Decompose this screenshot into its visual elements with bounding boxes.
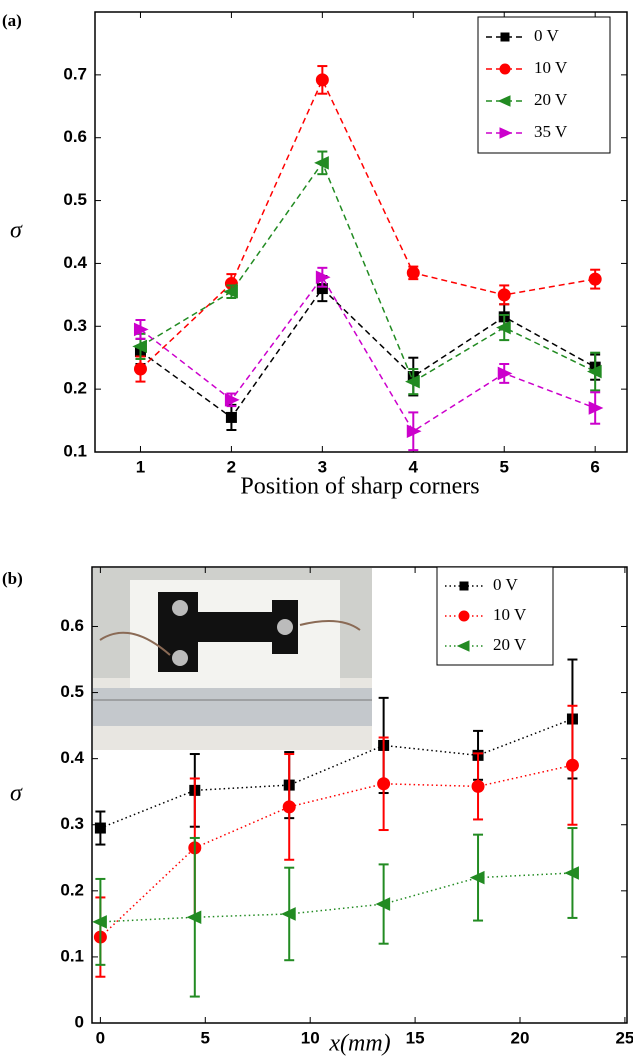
series-line xyxy=(139,78,596,370)
y-axis-label: σ xyxy=(10,781,23,807)
legend-box xyxy=(436,566,554,666)
data-point xyxy=(224,393,240,407)
data-point xyxy=(588,272,602,286)
legend-label: 0 V xyxy=(534,26,559,45)
y-tick-label: 0.6 xyxy=(63,127,87,146)
data-point xyxy=(133,322,149,337)
data-point xyxy=(565,758,579,772)
series-line xyxy=(140,275,596,433)
data-point xyxy=(223,284,238,299)
series-line xyxy=(100,718,573,829)
x-tick-label: 2 xyxy=(227,457,236,476)
data-point xyxy=(405,374,420,389)
data-point xyxy=(496,320,511,335)
data-point xyxy=(315,73,329,87)
y-tick-label: 0.1 xyxy=(63,441,87,460)
legend-marker xyxy=(497,95,511,107)
y-tick-label: 0.4 xyxy=(60,748,84,767)
y-tick-label: 0.1 xyxy=(60,946,84,965)
data-point xyxy=(588,401,604,415)
legend-label: 20 V xyxy=(534,90,568,109)
legend-marker xyxy=(458,610,470,622)
y-tick-label: 0.3 xyxy=(60,814,84,833)
panel-label: (b) xyxy=(2,569,23,588)
x-axis-label: Position of sharp corners xyxy=(240,474,479,500)
y-tick-label: 0.2 xyxy=(63,379,87,398)
legend-label: 10 V xyxy=(493,605,527,624)
legend-label: 0 V xyxy=(493,575,518,594)
plot-frame xyxy=(91,566,628,1024)
y-axis-label: σ xyxy=(10,218,23,244)
x-tick-label: 3 xyxy=(318,457,327,476)
y-tick-label: 0.5 xyxy=(63,190,87,209)
data-point xyxy=(132,339,147,354)
data-point xyxy=(471,779,485,793)
x-tick-label: 4 xyxy=(409,457,419,476)
legend-marker xyxy=(499,127,513,139)
series-line xyxy=(100,872,573,923)
data-point xyxy=(586,364,602,379)
legend-marker xyxy=(456,640,470,652)
x-tick-label: 25 xyxy=(615,1028,633,1047)
y-tick-label: 0.4 xyxy=(63,253,87,272)
data-point xyxy=(497,366,513,381)
data-point xyxy=(186,910,202,925)
data-point xyxy=(469,870,485,885)
data-point xyxy=(225,411,237,423)
x-tick-label: 20 xyxy=(511,1028,530,1047)
legend-label: 10 V xyxy=(534,58,568,77)
x-tick-label: 15 xyxy=(406,1028,425,1047)
legend-marker xyxy=(499,63,511,75)
data-point xyxy=(315,270,331,285)
y-tick-label: 0.3 xyxy=(63,316,87,335)
x-tick-label: 0 xyxy=(96,1028,105,1047)
panel-label: (a) xyxy=(2,11,22,30)
y-tick-label: 0.2 xyxy=(60,880,84,899)
y-tick-label: 0 xyxy=(75,1012,84,1031)
x-tick-label: 10 xyxy=(301,1028,320,1047)
x-tick-label: 5 xyxy=(201,1028,210,1047)
y-tick-label: 0.6 xyxy=(60,616,84,635)
data-point xyxy=(92,915,107,929)
data-point xyxy=(281,907,296,921)
data-point xyxy=(497,288,511,302)
legend-marker xyxy=(459,581,469,591)
x-tick-label: 1 xyxy=(136,457,145,476)
x-axis-label: x(mm) xyxy=(328,1031,390,1057)
data-point xyxy=(94,822,106,834)
series-line xyxy=(140,161,596,383)
data-point xyxy=(282,800,296,814)
plot-frame xyxy=(94,11,628,453)
legend-label: 20 V xyxy=(493,635,527,654)
y-tick-label: 0.7 xyxy=(63,64,87,83)
series-line xyxy=(99,764,573,938)
x-tick-label: 5 xyxy=(499,457,508,476)
legend-label: 35 V xyxy=(534,122,568,141)
inset-photo xyxy=(93,568,372,750)
x-tick-label: 6 xyxy=(590,457,599,476)
data-point xyxy=(564,866,579,880)
data-point xyxy=(406,424,422,439)
data-point xyxy=(375,897,391,911)
series-line xyxy=(140,287,596,419)
legend-marker xyxy=(500,32,510,42)
data-point xyxy=(133,362,147,376)
data-point xyxy=(314,156,329,170)
data-point xyxy=(406,266,420,280)
y-tick-label: 0.5 xyxy=(60,682,84,701)
data-point xyxy=(377,777,391,791)
